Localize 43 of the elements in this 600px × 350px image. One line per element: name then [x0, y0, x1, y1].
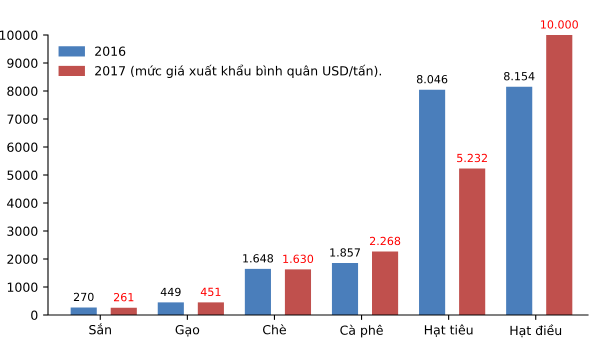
bar [459, 168, 486, 315]
bar [110, 308, 137, 315]
y-tick-label: 7000 [7, 114, 38, 124]
bar [198, 302, 224, 315]
y-tick-label: 0 [31, 310, 38, 320]
data-label: 449 [160, 288, 181, 296]
y-tick-label: 10000 [0, 30, 38, 40]
bar [158, 302, 184, 315]
data-label: 5.232 [457, 154, 487, 162]
bar [284, 269, 312, 315]
data-label: 270 [74, 292, 94, 302]
y-tick-label: 9000 [7, 58, 38, 68]
data-label: 451 [200, 288, 220, 296]
x-tick-label: Chè [262, 324, 286, 334]
data-label: 1.630 [283, 254, 314, 264]
data-label: 1.857 [330, 248, 360, 257]
legend-label: 2016 [95, 46, 126, 56]
y-tick-label: 3000 [7, 226, 38, 236]
bar [244, 268, 271, 315]
data-label: 10.000 [541, 20, 578, 29]
data-label: 8.154 [504, 72, 534, 80]
y-tick-label: 5000 [7, 170, 38, 180]
data-label: 8.046 [416, 74, 448, 84]
x-tick-label: Hạt điều [510, 324, 562, 338]
y-tick-label: 6000 [7, 142, 38, 152]
bar [546, 35, 572, 315]
y-tick-label: 8000 [7, 86, 38, 96]
bar [506, 86, 532, 315]
y-tick-label: 1000 [8, 282, 38, 292]
data-label: 2.268 [370, 236, 400, 246]
x-tick-label: Cà phê [340, 324, 383, 338]
x-tick-label: Hạt tiêu [424, 324, 472, 337]
bar [70, 307, 97, 315]
legend-label: 2017 (mức giá xuất khẩu bình quân USD/tấn). [95, 64, 382, 78]
data-label: 1.648 [243, 254, 274, 263]
bar [419, 90, 446, 315]
x-tick-label: Sắn [89, 323, 111, 334]
x-tick-label: Gạo [176, 324, 200, 337]
data-label: 261 [114, 292, 134, 302]
bar [332, 263, 358, 315]
bar [372, 251, 398, 315]
y-tick-label: 2000 [7, 254, 38, 264]
y-tick-label: 4000 [7, 198, 38, 208]
